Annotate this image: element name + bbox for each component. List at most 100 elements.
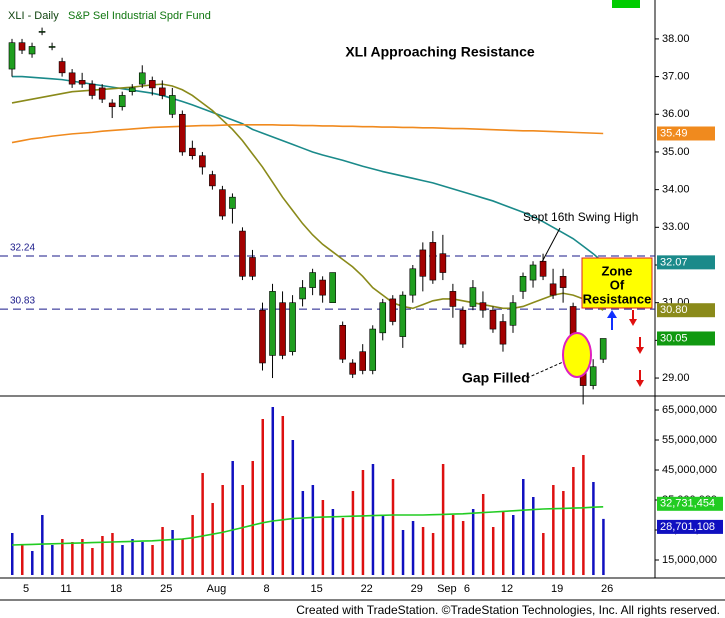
zone-label: Resistance [583,291,652,306]
volume-bar [31,551,34,575]
volume-bar [552,485,555,575]
zone-label: Zone [601,263,632,278]
leader-line [526,361,564,379]
volume-bar [421,527,425,575]
x-tick-label: 8 [263,583,269,595]
level-label: 32.24 [10,243,35,254]
volume-bar [261,419,264,575]
volume-bar [291,440,295,575]
volume-bar [281,416,285,575]
volume-bar [131,539,134,575]
chart-title: XLI Approaching Resistance [345,44,535,60]
value-tag [657,303,715,318]
value-tag [657,255,715,270]
volume-bar [171,530,174,575]
candle-body [148,80,156,89]
candle-body [78,80,86,85]
volume-bar [231,461,234,575]
volume-bar [121,545,124,575]
volume-bar [51,545,54,575]
value-tag-label: 35.49 [660,127,688,139]
value-tag-label: 30.05 [660,332,688,344]
candle-body [589,366,597,386]
candle-body [539,260,547,277]
volume-average [11,506,604,546]
volume-bar [191,515,194,575]
volume-bar [391,479,395,575]
value-tag-label: 30.80 [660,304,688,316]
candle-body [559,276,567,288]
y-tick-label: 15,000,000 [662,554,717,566]
candle-body [309,272,316,288]
x-tick-label: 19 [551,583,563,595]
candle-body [319,279,326,296]
candle-body [489,309,497,330]
y-tick-label: 65,000,000 [662,404,717,416]
volume-bar [271,407,275,575]
y-tick-label: 29.00 [662,372,690,384]
volume-bar [491,527,495,575]
y-tick-label: 37.00 [662,71,690,83]
candle-body [199,155,206,168]
level-label: 30.83 [10,296,35,307]
candle-body [58,61,66,74]
y-tick-label: 34.00 [662,184,690,196]
volume-bar [241,485,244,575]
candle-body [599,338,607,360]
x-tick-label: 11 [60,583,71,595]
candle-body [529,264,537,281]
moving-average [12,75,604,263]
gap-highlight [562,332,592,378]
volume-bar [321,500,325,575]
volume-bar [532,497,535,575]
volume-bar [481,494,485,575]
volume-bar [572,467,575,575]
volume-bar [141,542,144,575]
candle-body [299,287,306,300]
volume-bar [71,542,74,575]
volume-bar [441,464,445,575]
footer: Created with TradeStation. ©TradeStation… [296,603,720,617]
volume-bar [381,515,385,575]
value-tag [657,126,715,141]
candle-body [329,272,336,303]
volume-bar [301,491,305,575]
volume-bar [522,479,525,575]
candle-body [8,42,16,70]
x-tick-label: 22 [361,583,373,595]
volume-bar [101,536,104,575]
volume-bar [451,515,455,575]
candle-body [409,268,417,296]
value-tag-label: 32,731,454 [660,498,715,510]
volume-bar [61,539,64,575]
value-tag [657,331,715,346]
x-tick-label: 15 [310,583,322,595]
candle-body [159,87,166,96]
candle-body [68,72,76,85]
annotation: Sept 16th Swing High [523,210,638,224]
volume-bar [411,521,415,575]
x-tick-label: 6 [464,583,470,595]
x-tick-label: Sep [437,583,457,595]
y-tick-label: 35.00 [662,146,690,158]
candle-body [38,31,46,33]
volume-bar [371,464,375,575]
volume-bar [181,539,184,575]
y-tick-label: 36.00 [662,108,690,120]
x-tick-label: 5 [23,583,29,595]
candle-body [219,189,226,217]
moving-average [11,124,604,144]
candle-body [209,174,216,187]
candle-body [519,276,527,292]
value-tag [657,496,723,511]
volume-bar [401,530,405,575]
candle-body [399,294,407,337]
zone-label: Of [610,277,625,292]
volume-bar [11,533,14,575]
candle-body [118,95,126,108]
volume-bar [542,533,545,575]
volume-bar [331,509,335,575]
volume-bar [151,545,154,575]
candle-body [18,42,26,51]
